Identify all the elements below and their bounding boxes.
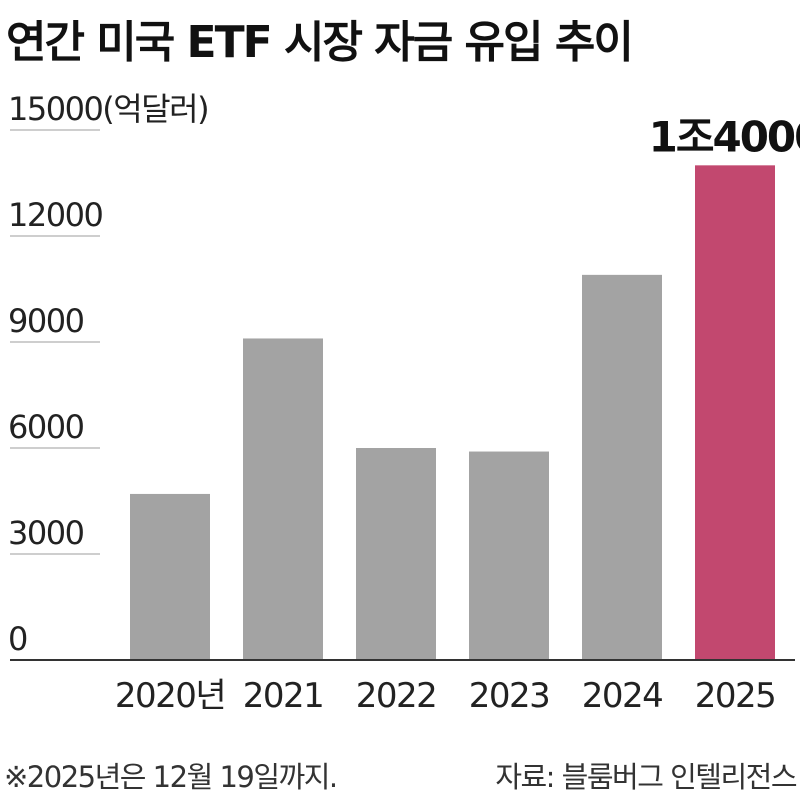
- x-tick-label: 2023: [469, 676, 550, 716]
- y-tick-label: 0: [8, 620, 27, 658]
- x-tick-label: 2025: [695, 676, 776, 716]
- x-tick-label: 2020년: [115, 676, 225, 716]
- y-axis-ticks: 0 3000 6000 9000 12000 15000(억달러): [8, 90, 210, 658]
- y-tick-label: 15000(억달러): [8, 90, 208, 128]
- chart-title: 연간 미국 ETF 시장 자금 유입 추이: [6, 17, 634, 68]
- footnote: ※2025년은 12월 19일까지.: [4, 760, 338, 794]
- bar: [243, 338, 323, 660]
- data-label: 1조4000: [649, 112, 800, 161]
- bar: [582, 274, 662, 660]
- y-tick-label: 12000: [8, 196, 102, 234]
- x-tick-label: 2022: [356, 676, 437, 716]
- x-tick-label: 2024: [582, 676, 663, 716]
- grid-lines: [10, 129, 100, 555]
- bar-highlight: [695, 165, 775, 661]
- x-axis-labels: 2020년 2021 2022 2023 2024 2025: [115, 676, 777, 716]
- y-tick-label: 6000: [8, 408, 84, 446]
- y-tick-label: 3000: [8, 514, 84, 552]
- bar: [130, 493, 210, 660]
- source-note: 자료: 블룸버그 인텔리전스: [495, 760, 797, 794]
- y-tick-label: 9000: [8, 302, 84, 340]
- bar: [356, 448, 436, 660]
- bars: 1조4000: [130, 112, 800, 661]
- x-tick-label: 2021: [243, 676, 324, 716]
- bar: [469, 451, 549, 660]
